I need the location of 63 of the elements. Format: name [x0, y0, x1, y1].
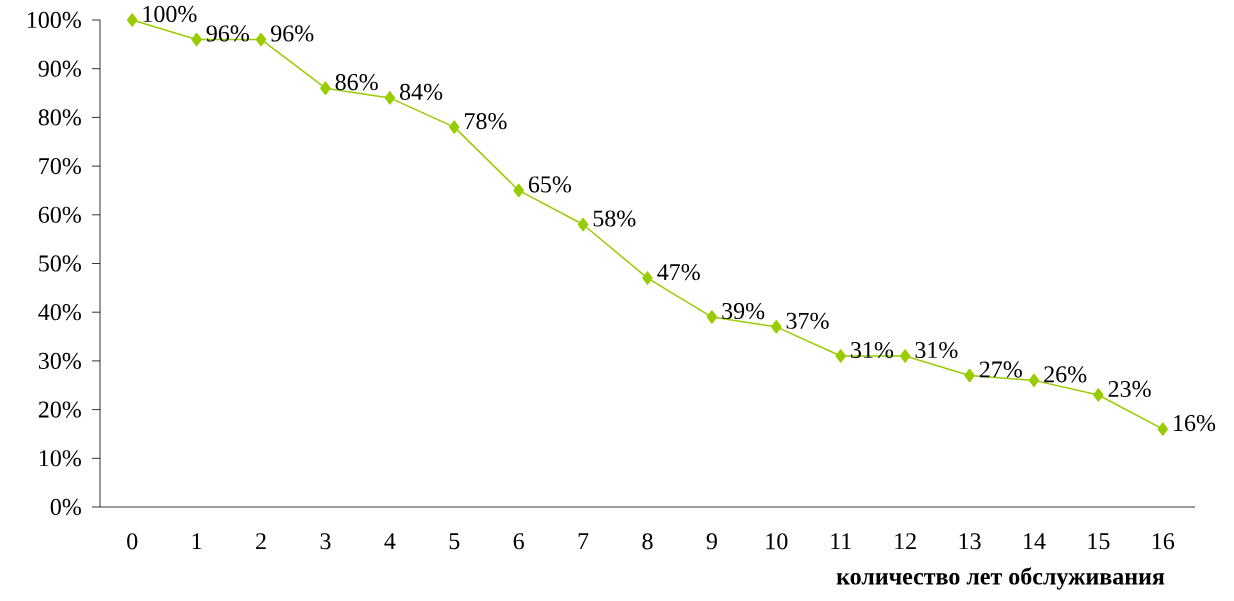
- x-tick-label: 1: [192, 533, 202, 550]
- data-label: 23%: [1108, 380, 1151, 398]
- x-tick-label: 13: [959, 533, 981, 550]
- y-tick-label: 40%: [38, 304, 81, 321]
- data-label: 78%: [465, 112, 507, 130]
- point: [126, 13, 138, 27]
- data-label: 39%: [722, 302, 765, 320]
- x-tick-label: 0: [127, 533, 138, 550]
- x-tick-label: 6: [513, 533, 524, 550]
- y-tick-label: 100%: [27, 11, 81, 29]
- x-tick-label: 10: [766, 533, 788, 550]
- y-tick-label: 20%: [38, 401, 81, 418]
- y-tick-label: 90%: [38, 60, 81, 77]
- x-tick-label: 5: [449, 533, 460, 550]
- point: [255, 32, 267, 47]
- data-label: 26%: [1044, 366, 1087, 383]
- x-tick-label: 7: [578, 533, 589, 549]
- point: [706, 310, 718, 324]
- point: [577, 217, 589, 232]
- point: [835, 349, 846, 363]
- point: [964, 368, 975, 383]
- x-axis-title: количество лет обслуживания: [836, 567, 1165, 590]
- y-tick-label: 60%: [38, 206, 81, 223]
- data-label: 65%: [528, 176, 572, 193]
- x-tick-label: 16: [1152, 533, 1175, 550]
- y-tick-label: 0%: [50, 498, 81, 516]
- data-label: 96%: [206, 25, 249, 42]
- data-label: 31%: [851, 341, 894, 359]
- x-tick-label: 4: [384, 533, 396, 549]
- data-label: 37%: [786, 312, 829, 329]
- y-tick-label: 70%: [39, 157, 81, 175]
- data-label: 58%: [593, 210, 636, 227]
- point: [513, 183, 524, 198]
- point: [1157, 422, 1169, 436]
- x-tick-label: 12: [895, 533, 916, 550]
- y-tick-label: 50%: [39, 255, 81, 272]
- x-tick-label: 9: [706, 533, 717, 550]
- point: [449, 120, 460, 134]
- point: [899, 349, 911, 363]
- point: [1028, 373, 1040, 388]
- point: [771, 320, 782, 334]
- point: [642, 271, 653, 285]
- data-label: 84%: [399, 83, 443, 101]
- x-tick-label: 3: [320, 533, 331, 550]
- data-label: 86%: [335, 74, 378, 91]
- data-label: 31%: [915, 341, 958, 359]
- x-tick-label: 15: [1088, 533, 1110, 550]
- point: [1093, 388, 1104, 402]
- x-tick-label: 2: [256, 533, 266, 550]
- data-label: 96%: [271, 25, 314, 42]
- point: [320, 81, 331, 95]
- data-label: 16%: [1174, 414, 1216, 432]
- data-label: 100%: [143, 5, 197, 23]
- x-tick-label: 11: [831, 533, 851, 550]
- y-tick-label: 30%: [38, 352, 81, 370]
- y-tick-label: 80%: [38, 109, 81, 126]
- point: [191, 32, 202, 47]
- x-tick-label: 8: [642, 533, 653, 550]
- data-label: 27%: [979, 361, 1022, 378]
- data-label: 47%: [657, 263, 700, 281]
- point: [384, 91, 396, 105]
- y-tick-label: 10%: [39, 450, 81, 467]
- x-tick-label: 14: [1024, 533, 1046, 550]
